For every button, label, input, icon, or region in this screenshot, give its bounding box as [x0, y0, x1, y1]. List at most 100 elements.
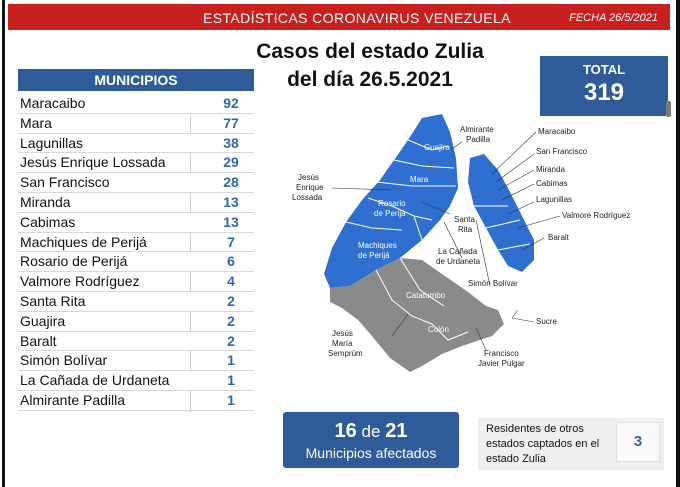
map-label-simon-bolivar: Simón Bolívar	[468, 279, 518, 288]
map-label-machiques-2: de Perijá	[358, 251, 390, 260]
municipio-cases: 4	[227, 273, 235, 290]
municipio-cases: 29	[223, 154, 239, 171]
list-item: Machiques de Perijá 7	[18, 233, 254, 253]
map-label-francisco-2: Javier Pulgar	[478, 359, 525, 368]
banner-date: FECHA 26/5/2021	[569, 12, 658, 24]
banner-title: ESTADÍSTICAS CORONAVIRUS VENEZUELA	[203, 10, 511, 26]
map-label-san-francisco: San Francisco	[536, 147, 588, 156]
left-border	[2, 0, 5, 487]
municipio-cases: 1	[227, 391, 235, 408]
municipio-cases: 7	[227, 233, 235, 250]
map-label-jesus-enrique-1: Jesús	[298, 173, 319, 182]
municipio-cases: 13	[223, 193, 239, 210]
total-box: TOTAL 319	[540, 56, 668, 116]
municipio-cases: 6	[227, 253, 235, 270]
map-label-la-canada-1: La Cañada	[438, 247, 478, 256]
map-leader-lines	[331, 131, 561, 351]
scrollbar-thumb[interactable]	[666, 101, 671, 117]
municipio-cases: 2	[227, 312, 235, 329]
list-item: Baralt 2	[18, 331, 254, 352]
list-item: Mara 77	[18, 114, 254, 134]
list-item: Guajira 2	[18, 312, 254, 332]
municipios-list: Maracaibo 92 Mara 77 Lagunillas 38 Jesús En…	[18, 94, 254, 411]
map-label-cabimas: Cabimas	[536, 179, 568, 188]
list-item: Almirante Padilla 1	[18, 391, 254, 411]
zulia-map-svg: Guajira Almirante Padilla Maracaibo San …	[292, 114, 630, 372]
zulia-map: Guajira Almirante Padilla Maracaibo San …	[272, 110, 652, 380]
affected-count-line: 16 de 21	[283, 420, 459, 443]
municipio-name: Guajira	[20, 312, 66, 329]
list-item: Miranda 13	[18, 193, 254, 213]
map-label-miranda: Miranda	[536, 165, 565, 174]
municipio-name: Lagunillas	[20, 134, 84, 151]
map-label-santa-rita-2: Rita	[458, 225, 473, 234]
municipio-name: Jesús Enrique Lossada	[20, 154, 166, 171]
residents-box: Residentes de otros estados captados en …	[478, 418, 664, 470]
municipio-name: Cabimas	[20, 213, 76, 230]
municipio-name: Simón Bolívar	[20, 352, 108, 369]
map-label-jesus-maria-2: María	[332, 339, 353, 348]
municipio-cases: 77	[223, 114, 239, 131]
municipio-cases: 2	[227, 292, 235, 309]
municipio-name: Almirante Padilla	[20, 391, 126, 408]
list-item: Lagunillas 38	[18, 133, 254, 154]
municipio-name: Valmore Rodríguez	[20, 273, 140, 290]
map-label-sucre: Sucre	[536, 317, 557, 326]
top-banner: ESTADÍSTICAS CORONAVIRUS VENEZUELA FECHA…	[8, 4, 670, 30]
municipio-name: Mara	[20, 114, 52, 131]
affected-of: de	[361, 422, 381, 441]
municipio-name: Santa Rita	[20, 292, 86, 309]
map-region-affected-west	[324, 114, 458, 288]
right-border	[676, 0, 680, 487]
municipio-cases: 92	[223, 95, 239, 111]
municipios-header: MUNICIPIOS	[18, 69, 254, 91]
municipio-name: Rosario de Perijá	[20, 253, 128, 270]
municipio-cases: 2	[227, 332, 235, 349]
municipio-name: San Francisco	[20, 174, 110, 191]
list-item: Santa Rita 2	[18, 291, 254, 312]
list-item: Valmore Rodríguez 4	[18, 272, 254, 292]
list-item: San Francisco 28	[18, 173, 254, 193]
residents-label: Residentes de otros estados captados en …	[486, 423, 600, 465]
total-value: 319	[583, 79, 625, 106]
municipio-cases: 28	[223, 174, 239, 191]
map-label-colon: Colón	[428, 325, 449, 334]
municipio-cases: 1	[227, 372, 235, 389]
map-label-guajira: Guajira	[424, 143, 450, 152]
map-region-affected-east	[468, 154, 534, 272]
map-label-santa-rita-1: Santa	[454, 215, 475, 224]
affected-count: 16	[334, 420, 357, 442]
map-label-machiques-1: Machiques	[358, 241, 397, 250]
page-title: Casos del estado Zulia del día 26.5.2021	[255, 38, 485, 94]
residents-value: 3	[633, 433, 643, 450]
map-label-jesus-maria-1: Jesús	[332, 329, 353, 338]
map-label-maracaibo: Maracaibo	[538, 127, 576, 136]
map-label-francisco-1: Francisco	[484, 349, 519, 358]
map-label-almirante: Almirante	[460, 125, 494, 134]
list-item: Simón Bolívar 1	[18, 351, 254, 372]
map-label-jesus-maria-3: Semprúm	[328, 349, 363, 358]
map-label-lagunillas: Lagunillas	[536, 195, 572, 204]
municipio-name: Maracaibo	[20, 95, 86, 111]
page-title-line2: del día 26.5.2021	[287, 68, 453, 91]
municipio-name: La Cañada de Urdaneta	[20, 372, 170, 389]
list-item: Jesús Enrique Lossada 29	[18, 153, 254, 174]
page-title-line1: Casos del estado Zulia	[256, 40, 484, 63]
residents-value-box: 3	[616, 422, 660, 462]
map-region-unaffected-south	[330, 258, 504, 372]
map-label-padilla: Padilla	[466, 135, 491, 144]
map-label-mara: Mara	[410, 175, 429, 184]
map-label-rosario-2: de Perijá	[374, 209, 406, 218]
municipio-cases: 1	[227, 352, 235, 369]
affected-label: Municipios afectados	[305, 445, 437, 461]
municipio-name: Miranda	[20, 193, 71, 210]
affected-municipios-box: 16 de 21 Municipios afectados	[283, 412, 459, 468]
list-item: Rosario de Perijá 6	[18, 252, 254, 273]
municipio-cases: 13	[223, 213, 239, 230]
map-label-rosario-1: Rosario	[378, 199, 406, 208]
map-label-la-canada-2: de Urdaneta	[436, 257, 481, 266]
list-item: La Cañada de Urdaneta 1	[18, 371, 254, 391]
map-borders	[345, 139, 531, 341]
municipio-name: Baralt	[20, 332, 57, 349]
map-label-jesus-enrique-2: Enrique	[296, 183, 324, 192]
